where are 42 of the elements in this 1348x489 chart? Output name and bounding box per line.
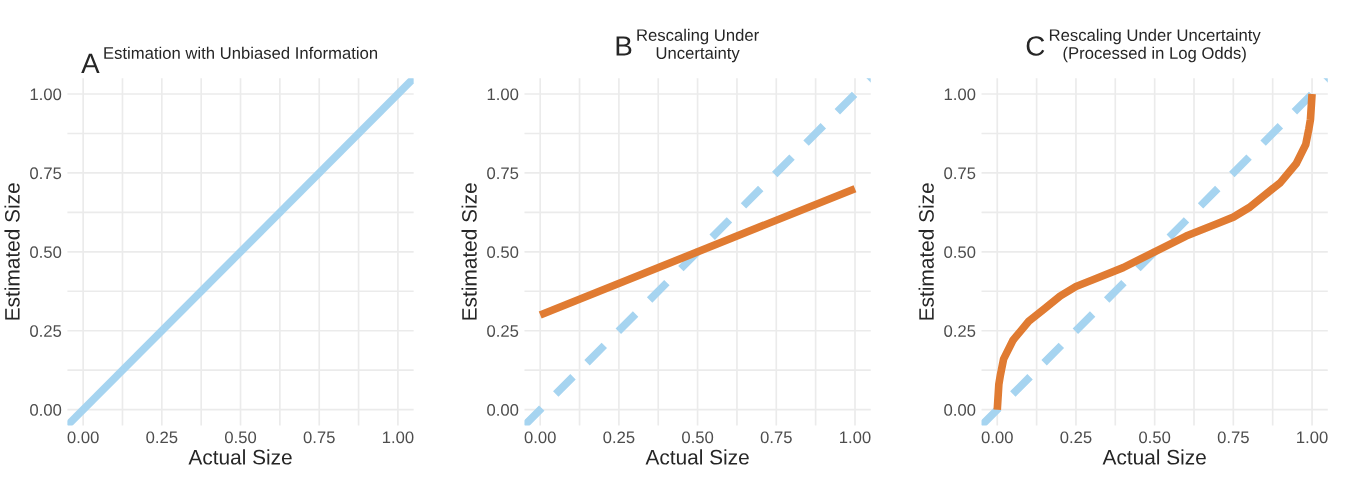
x-tick-label: 1.00 xyxy=(382,431,414,444)
x-tick-label: 1.00 xyxy=(1297,431,1328,444)
y-axis-title: Estimated Size xyxy=(4,183,20,320)
y-tick-label: 1.00 xyxy=(30,88,62,101)
y-tick-label: 0.25 xyxy=(944,325,976,337)
text: B xyxy=(616,36,632,56)
y-tick-label: 0.50 xyxy=(944,246,976,259)
y-tick-label: 0.50 xyxy=(30,246,62,259)
chart-title: Rescaling Under Uncertainty (Processed in Log Odds) xyxy=(1049,28,1261,63)
y-axis-title: Estimated Size xyxy=(461,183,477,320)
y-tick-label: 0.00 xyxy=(944,404,976,416)
y-axis-title: Estimated Size xyxy=(918,183,934,320)
text: C xyxy=(1026,36,1045,56)
y-tick-label: 0.75 xyxy=(944,167,976,180)
x-tick-label: 0.25 xyxy=(146,431,178,444)
x-tick-label: 0.25 xyxy=(603,431,635,444)
y-tick-label: 0.75 xyxy=(487,167,519,180)
x-tick-label: 0.50 xyxy=(1139,431,1171,444)
x-axis-title: Actual Size xyxy=(188,449,292,465)
x-tick-label: 0.00 xyxy=(981,431,1013,444)
y-tick-label: 0.25 xyxy=(487,325,519,337)
chart-title: Rescaling Under Uncertainty xyxy=(637,28,759,63)
y-tick-label: 0.00 xyxy=(487,404,519,416)
x-axis-title: Actual Size xyxy=(645,449,749,465)
chart-title: Estimation with Unbiased Information xyxy=(104,46,378,59)
x-tick-label: 0.50 xyxy=(224,431,257,444)
x-tick-label: 0.50 xyxy=(682,431,714,444)
x-tick-label: 0.75 xyxy=(760,431,792,444)
x-tick-label: 1.00 xyxy=(840,431,871,444)
x-tick-label: 0.00 xyxy=(524,431,556,444)
x-tick-label: 0.75 xyxy=(303,431,335,444)
text: A xyxy=(81,53,100,73)
y-tick-label: 0.75 xyxy=(30,167,62,180)
y-tick-label: 0.25 xyxy=(30,325,62,337)
y-tick-label: 1.00 xyxy=(944,88,976,101)
y-tick-label: 0.50 xyxy=(487,246,519,259)
x-tick-label: 0.00 xyxy=(67,431,99,444)
x-tick-label: 0.75 xyxy=(1217,431,1249,444)
x-axis-title: Actual Size xyxy=(1102,449,1206,465)
y-tick-label: 0.00 xyxy=(30,404,62,416)
x-tick-label: 0.25 xyxy=(1060,431,1092,444)
y-tick-label: 1.00 xyxy=(487,88,519,101)
